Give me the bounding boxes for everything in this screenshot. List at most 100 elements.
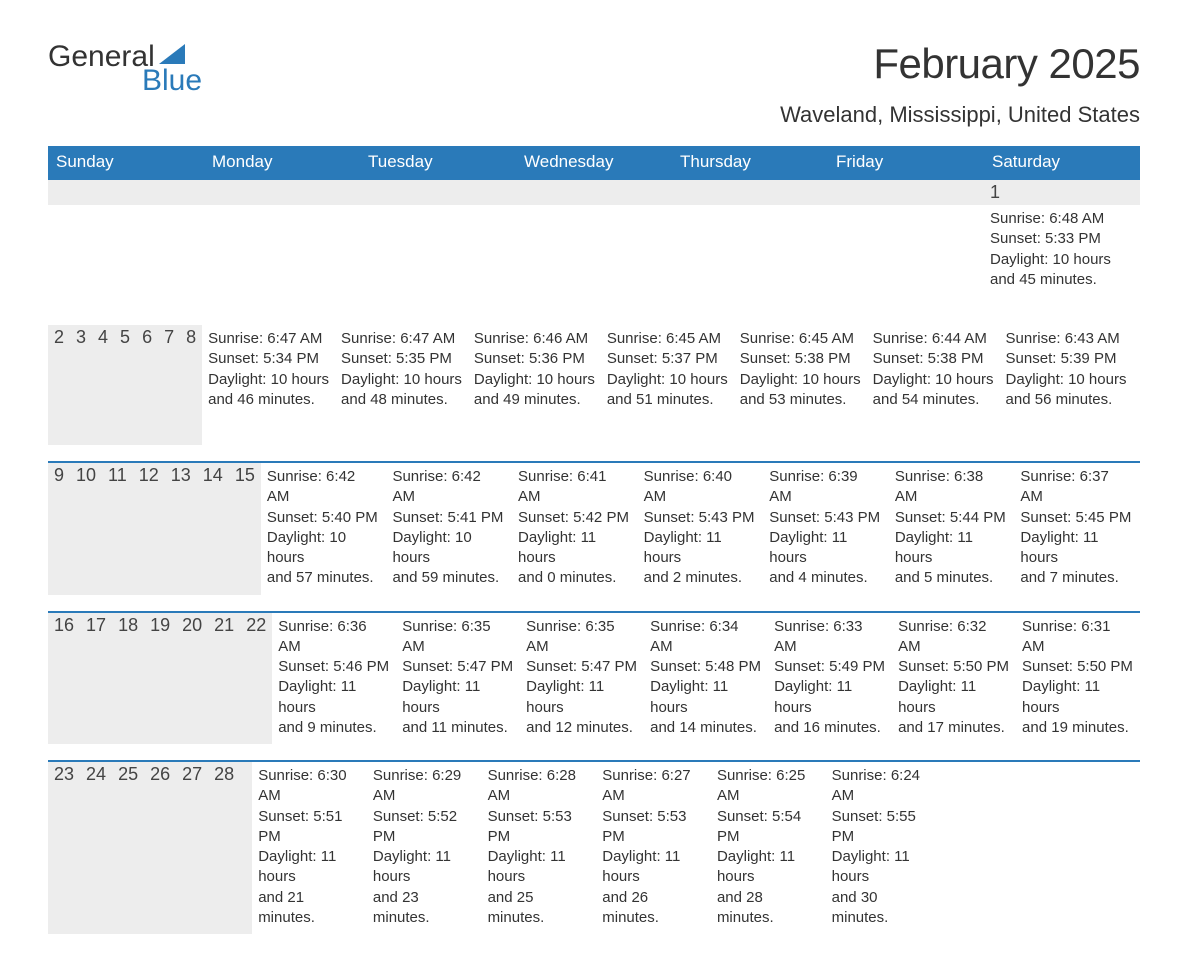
daylight-text: and 28 minutes. xyxy=(717,888,820,929)
day-cell xyxy=(516,205,672,325)
day-cell: Sunrise: 6:45 AMSunset: 5:37 PMDaylight:… xyxy=(601,325,734,445)
sunset-text: Sunset: 5:45 PM xyxy=(1020,508,1134,528)
daynum: 13 xyxy=(165,463,197,595)
daynum: 19 xyxy=(144,613,176,745)
daylight-text: Daylight: 11 hours xyxy=(402,677,514,718)
day-cell: Sunrise: 6:27 AMSunset: 5:53 PMDaylight:… xyxy=(596,762,711,934)
daylight-text: and 0 minutes. xyxy=(518,568,632,588)
sunset-text: Sunset: 5:55 PM xyxy=(832,807,935,848)
sunset-text: Sunset: 5:44 PM xyxy=(895,508,1009,528)
sunset-text: Sunset: 5:43 PM xyxy=(769,508,883,528)
week: 16171819202122Sunrise: 6:36 AMSunset: 5:… xyxy=(48,611,1140,745)
daynum: 25 xyxy=(112,762,144,934)
daylight-text: and 12 minutes. xyxy=(526,718,638,738)
daynum: 6 xyxy=(136,325,158,445)
sunrise-text: Sunrise: 6:45 AM xyxy=(607,329,728,349)
sunset-text: Sunset: 5:46 PM xyxy=(278,657,390,677)
sunrise-text: Sunrise: 6:39 AM xyxy=(769,467,883,508)
daynum: 16 xyxy=(48,613,80,745)
daylight-text: Daylight: 11 hours xyxy=(650,677,762,718)
day-cell: Sunrise: 6:45 AMSunset: 5:38 PMDaylight:… xyxy=(734,325,867,445)
sunrise-text: Sunrise: 6:44 AM xyxy=(873,329,994,349)
daynum: 21 xyxy=(208,613,240,745)
daylight-text: Daylight: 10 hours xyxy=(990,250,1134,270)
sunrise-text: Sunrise: 6:27 AM xyxy=(602,766,705,807)
sunrise-text: Sunrise: 6:38 AM xyxy=(895,467,1009,508)
sunrise-text: Sunrise: 6:47 AM xyxy=(341,329,462,349)
daynum-strip: 9101112131415 xyxy=(48,463,261,595)
daynum-strip: 2345678 xyxy=(48,325,202,445)
daynum: 5 xyxy=(114,325,136,445)
day-header: Tuesday xyxy=(360,146,516,180)
page-title: February 2025 xyxy=(873,40,1140,88)
sunset-text: Sunset: 5:47 PM xyxy=(402,657,514,677)
daynum: 7 xyxy=(158,325,180,445)
daylight-text: Daylight: 11 hours xyxy=(832,847,935,888)
sunrise-text: Sunrise: 6:34 AM xyxy=(650,617,762,658)
daynum: 26 xyxy=(144,762,176,934)
daylight-text: and 57 minutes. xyxy=(267,568,381,588)
sunrise-text: Sunrise: 6:33 AM xyxy=(774,617,886,658)
daynum xyxy=(48,180,204,205)
daylight-text: and 19 minutes. xyxy=(1022,718,1134,738)
day-cell: Sunrise: 6:38 AMSunset: 5:44 PMDaylight:… xyxy=(889,463,1015,595)
day-cell: Sunrise: 6:48 AM Sunset: 5:33 PM Dayligh… xyxy=(984,205,1140,325)
sunset-text: Sunset: 5:37 PM xyxy=(607,349,728,369)
sunset-text: Sunset: 5:50 PM xyxy=(898,657,1010,677)
daylight-text: Daylight: 10 hours xyxy=(740,370,861,390)
daylight-text: and 51 minutes. xyxy=(607,390,728,410)
day-cell: Sunrise: 6:32 AMSunset: 5:50 PMDaylight:… xyxy=(892,613,1016,745)
daylight-text: Daylight: 11 hours xyxy=(644,528,758,569)
daylight-text: and 14 minutes. xyxy=(650,718,762,738)
header: General Blue February 2025 xyxy=(48,40,1140,98)
day-header: Friday xyxy=(828,146,984,180)
daynum xyxy=(360,180,516,205)
sunset-text: Sunset: 5:33 PM xyxy=(990,229,1134,249)
daynum-strip: 1 xyxy=(48,180,1140,205)
daynum: 20 xyxy=(176,613,208,745)
daylight-text: Daylight: 10 hours xyxy=(607,370,728,390)
daynum: 18 xyxy=(112,613,144,745)
logo-word1: General xyxy=(48,40,155,74)
sunrise-text: Sunrise: 6:42 AM xyxy=(267,467,381,508)
daylight-text: and 56 minutes. xyxy=(1006,390,1127,410)
sunset-text: Sunset: 5:50 PM xyxy=(1022,657,1134,677)
day-cell: Sunrise: 6:42 AMSunset: 5:40 PMDaylight:… xyxy=(261,463,387,595)
day-cell: Sunrise: 6:47 AMSunset: 5:34 PMDaylight:… xyxy=(202,325,335,445)
day-cell: Sunrise: 6:33 AMSunset: 5:49 PMDaylight:… xyxy=(768,613,892,745)
day-header: Sunday xyxy=(48,146,204,180)
daylight-text: Daylight: 10 hours xyxy=(267,528,381,569)
daylight-text: and 16 minutes. xyxy=(774,718,886,738)
daylight-text: Daylight: 11 hours xyxy=(717,847,820,888)
daylight-text: and 11 minutes. xyxy=(402,718,514,738)
daynum: 9 xyxy=(48,463,70,595)
daylight-text: Daylight: 11 hours xyxy=(1020,528,1134,569)
daylight-text: and 46 minutes. xyxy=(208,390,329,410)
daylight-text: and 30 minutes. xyxy=(832,888,935,929)
day-cell: Sunrise: 6:36 AMSunset: 5:46 PMDaylight:… xyxy=(272,613,396,745)
day-cell: Sunrise: 6:30 AMSunset: 5:51 PMDaylight:… xyxy=(252,762,367,934)
day-header: Saturday xyxy=(984,146,1140,180)
sunrise-text: Sunrise: 6:25 AM xyxy=(717,766,820,807)
sunrise-text: Sunrise: 6:29 AM xyxy=(373,766,476,807)
daynum: 12 xyxy=(133,463,165,595)
daynum: 3 xyxy=(70,325,92,445)
day-cell: Sunrise: 6:29 AMSunset: 5:52 PMDaylight:… xyxy=(367,762,482,934)
daynum xyxy=(240,762,252,934)
day-cell: Sunrise: 6:40 AMSunset: 5:43 PMDaylight:… xyxy=(638,463,764,595)
daylight-text: Daylight: 10 hours xyxy=(208,370,329,390)
day-cell xyxy=(360,205,516,325)
daylight-text: and 4 minutes. xyxy=(769,568,883,588)
sunrise-text: Sunrise: 6:45 AM xyxy=(740,329,861,349)
daylight-text: Daylight: 11 hours xyxy=(278,677,390,718)
daylight-text: Daylight: 10 hours xyxy=(474,370,595,390)
daylight-text: and 26 minutes. xyxy=(602,888,705,929)
day-cell: Sunrise: 6:25 AMSunset: 5:54 PMDaylight:… xyxy=(711,762,826,934)
daylight-text: and 53 minutes. xyxy=(740,390,861,410)
sunset-text: Sunset: 5:40 PM xyxy=(267,508,381,528)
daylight-text: and 2 minutes. xyxy=(644,568,758,588)
day-cell xyxy=(48,205,204,325)
daynum: 24 xyxy=(80,762,112,934)
daynum xyxy=(204,180,360,205)
sunset-text: Sunset: 5:52 PM xyxy=(373,807,476,848)
